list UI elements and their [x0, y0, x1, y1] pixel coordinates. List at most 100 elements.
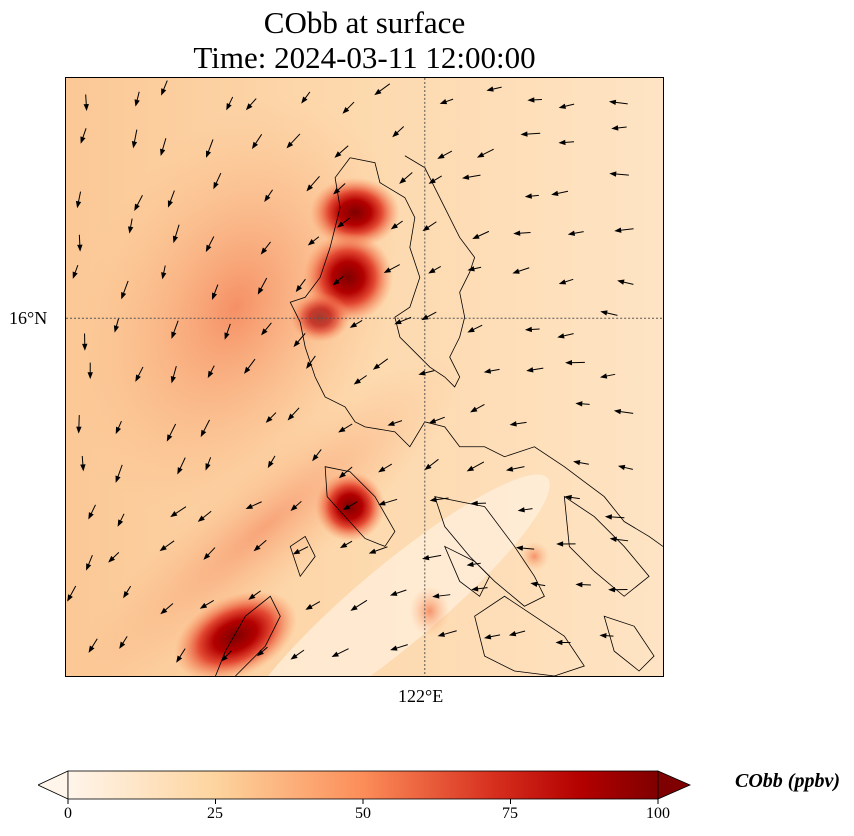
wind-arrow-head — [399, 177, 407, 184]
wind-arrow-head — [305, 604, 313, 610]
wind-arrow-head — [374, 88, 382, 96]
wind-arrow-head — [161, 88, 167, 96]
colorbar-tick: 50 — [355, 805, 371, 822]
wind-arrow-head — [428, 178, 436, 184]
wind-arrow-head — [171, 331, 177, 339]
wind-arrow-head — [609, 171, 617, 177]
wind-arrow-head — [421, 314, 429, 321]
wind-arrow-head — [368, 548, 377, 554]
map-plot — [65, 77, 664, 677]
coastline — [215, 155, 663, 676]
wind-arrow-head — [161, 272, 167, 280]
wind-arrow-head — [131, 141, 138, 149]
wind-arrow-head — [76, 426, 82, 434]
wind-arrow-head — [337, 221, 345, 228]
wind-arrow-head — [121, 291, 127, 300]
wind-arrow-head — [115, 475, 121, 483]
colorbar-tick: 100 — [646, 805, 670, 822]
wind-arrow-head — [205, 463, 211, 471]
wind-arrow-head — [422, 225, 430, 232]
wind-arrow-head — [213, 181, 219, 190]
wind-arrow-head — [389, 590, 398, 596]
wind-arrow-head — [338, 471, 346, 479]
wind-arrow-head — [609, 536, 617, 543]
wind-arrow-head — [160, 607, 168, 615]
wind-arrow-head — [177, 467, 183, 475]
wind-arrow-head — [207, 370, 214, 379]
wind-arrow-head — [599, 633, 607, 639]
wind-arrow-head — [286, 141, 294, 149]
wind-arrow-head — [244, 366, 251, 374]
wind-arrow-head — [127, 226, 134, 234]
wind-arrow-head — [439, 99, 448, 105]
wind-arrow-head — [83, 103, 89, 112]
wind-arrow-head — [520, 131, 528, 137]
wind-arrow-head — [432, 593, 440, 599]
wind-arrow-head — [287, 413, 295, 421]
colorbar-gradient — [67, 770, 659, 800]
wind-arrow-head — [467, 266, 475, 272]
wind-arrow-head — [293, 340, 301, 348]
wind-arrow-head — [461, 174, 470, 180]
wind-arrow-head — [483, 634, 492, 640]
wind-arrow-head — [172, 235, 179, 244]
wind-arrow-head — [113, 325, 120, 333]
wind-arrow-head — [88, 512, 94, 520]
wind-arrow-head — [339, 542, 348, 549]
wind-arrow-head — [86, 563, 92, 571]
wind-vectors — [67, 80, 634, 663]
wind-arrow-head — [575, 401, 583, 407]
wind-arrow-head — [224, 332, 230, 340]
lat-tick-label: 16°N — [9, 308, 48, 328]
wind-arrow-head — [557, 333, 565, 339]
wind-arrow-head — [617, 464, 626, 471]
wind-arrow-head — [429, 496, 437, 503]
map-time: Time: 2024-03-11 12:00:00 — [193, 40, 536, 75]
wind-arrow-head — [117, 519, 124, 527]
wind-arrow-head — [604, 514, 612, 520]
wind-arrow-head — [253, 544, 261, 552]
wind-arrow-head — [332, 278, 340, 286]
wind-arrow-head — [312, 454, 319, 462]
wind-arrow-head — [261, 328, 268, 336]
wind-arrow-head — [575, 581, 583, 588]
wind-arrow-head — [342, 504, 351, 510]
wind-arrow-head — [558, 139, 566, 146]
wind-arrow-head — [466, 465, 475, 472]
wind-arrow-head — [87, 372, 93, 380]
wind-arrow-head — [378, 500, 386, 506]
wind-arrow-head — [199, 602, 208, 609]
wind-arrow-head — [80, 136, 86, 144]
wind-arrow-head — [265, 416, 273, 423]
wind-arrow-head — [251, 141, 259, 150]
fire-hotspot — [409, 586, 450, 637]
wind-arrow-head — [471, 586, 479, 592]
wind-arrow-head — [245, 103, 253, 111]
colorbar-label: CObb (ppbv) — [735, 770, 840, 792]
wind-arrow-head — [512, 268, 520, 274]
wind-arrow-head — [166, 434, 173, 442]
wind-arrow-head — [245, 503, 254, 510]
wind-arrow-head — [466, 561, 474, 567]
wind-arrow-head — [599, 373, 608, 379]
wind-arrow-head — [307, 239, 315, 246]
wind-arrow-head — [221, 654, 228, 662]
wind-arrow-head — [418, 370, 426, 376]
wind-arrow-head — [290, 653, 298, 660]
wind-arrow-head — [301, 96, 308, 104]
wind-arrow-head — [608, 99, 617, 106]
wind-arrow-head — [334, 151, 342, 158]
fire-hotspot — [315, 471, 385, 542]
wind-arrow-head — [394, 319, 402, 325]
wind-arrow-head — [333, 187, 341, 195]
wind-arrow-head — [306, 184, 314, 192]
colorbar — [38, 770, 691, 804]
wind-arrow-head — [205, 244, 212, 253]
wind-arrow-head — [170, 511, 178, 518]
fire-hotspot — [519, 541, 550, 572]
wind-arrow-head — [205, 150, 212, 158]
wind-arrow-head — [470, 500, 478, 507]
wind-arrow-head — [390, 223, 398, 230]
wind-arrow-head — [123, 590, 130, 599]
wind-arrow-head — [176, 655, 183, 663]
